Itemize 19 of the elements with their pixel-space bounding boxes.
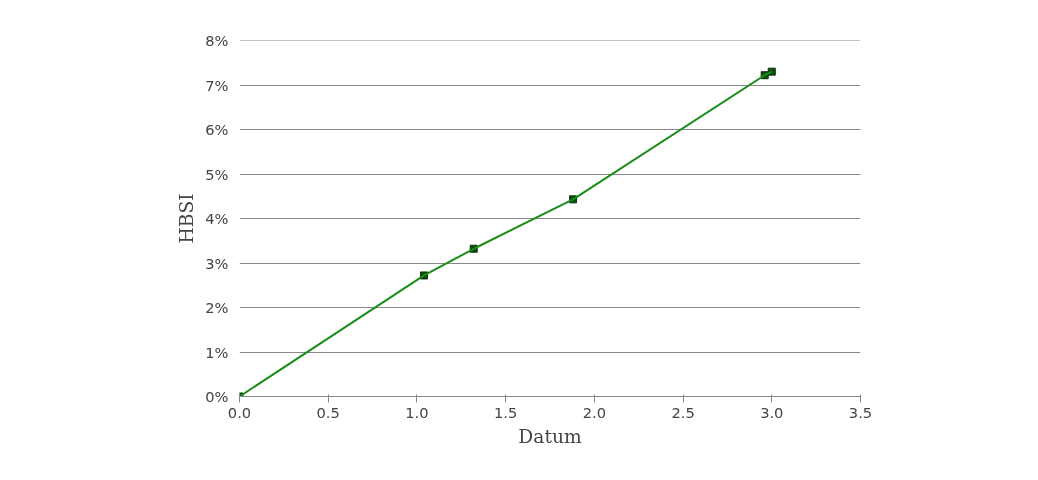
y-tick-label: 0% (205, 388, 229, 405)
x-tick-label: 1.5 (493, 403, 518, 421)
y-tick-label: 1% (205, 343, 229, 361)
x-tick-label: 1.0 (405, 403, 429, 421)
y-tick-label: 5% (205, 165, 229, 183)
x-axis-title: Datum (518, 425, 582, 447)
y-tick-label: 4% (205, 210, 229, 227)
x-tick-label: 2.0 (582, 403, 607, 421)
y-tick-label: 3% (205, 254, 229, 272)
x-tick-label: 0.5 (316, 403, 340, 421)
x-tick-label: 0.0 (227, 403, 252, 421)
x-tick-label: 2.5 (671, 403, 695, 421)
y-tick-label: 7% (205, 76, 229, 94)
y-axis-title: HBSI (176, 193, 198, 244)
x-tick-label: 3.0 (760, 403, 784, 421)
y-tick-label: 2% (205, 299, 229, 316)
y-tick-label: 8% (205, 32, 229, 49)
x-tick-label: 3.5 (848, 403, 873, 421)
y-tick-label: 6% (205, 121, 229, 138)
